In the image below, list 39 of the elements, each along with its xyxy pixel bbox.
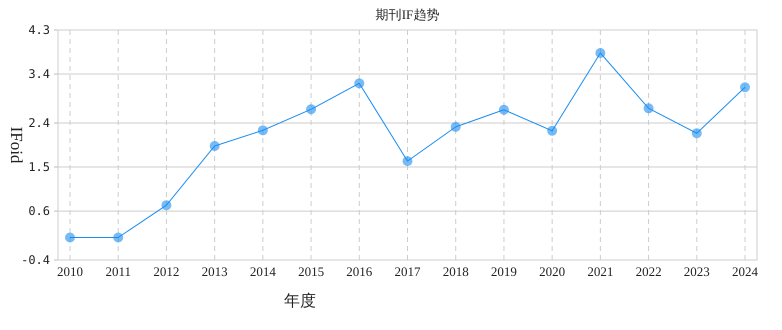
point [692, 128, 702, 138]
x-tick-label: 2019 [490, 264, 517, 279]
x-tick-label: 2017 [394, 264, 421, 279]
point [306, 104, 316, 114]
x-tick-label: 2013 [202, 264, 228, 279]
point [402, 156, 412, 166]
y-axis-title: IFoid [7, 126, 26, 164]
point [258, 125, 268, 136]
point [65, 232, 75, 242]
point [113, 232, 124, 242]
y-tick-label: 3.4 [28, 67, 50, 82]
x-tick-label: 2023 [684, 264, 710, 279]
point [354, 78, 364, 88]
x-tick-label: 2021 [587, 264, 614, 279]
x-tick-label: 2011 [105, 264, 131, 279]
point [547, 126, 558, 136]
x-tick-label: 2016 [346, 264, 373, 279]
y-tick-label: -0.4 [21, 253, 50, 267]
x-axis-title: 年度 [284, 292, 316, 310]
x-tick-label: 2018 [442, 264, 469, 279]
point [450, 122, 461, 132]
x-tick-label: 2010 [57, 264, 83, 279]
point [161, 200, 172, 210]
point [595, 48, 606, 58]
x-tick-label: 2020 [539, 264, 566, 279]
chart-title: 期刊IF趋势 [376, 7, 440, 22]
x-tick-label: 2022 [636, 264, 662, 279]
x-tick-label: 2012 [153, 264, 180, 279]
point [644, 103, 654, 114]
point [740, 82, 750, 92]
y-tick-label: 0.6 [28, 204, 50, 218]
x-tick-label: 2014 [250, 264, 276, 279]
y-tick-label: 1.5 [28, 160, 50, 174]
x-tick-label: 2024 [732, 264, 758, 279]
y-tick-label: 4.3 [28, 23, 50, 37]
y-tick-label: 2.4 [28, 116, 50, 130]
point [210, 140, 220, 151]
point [498, 104, 509, 115]
x-tick-label: 2015 [298, 264, 324, 279]
